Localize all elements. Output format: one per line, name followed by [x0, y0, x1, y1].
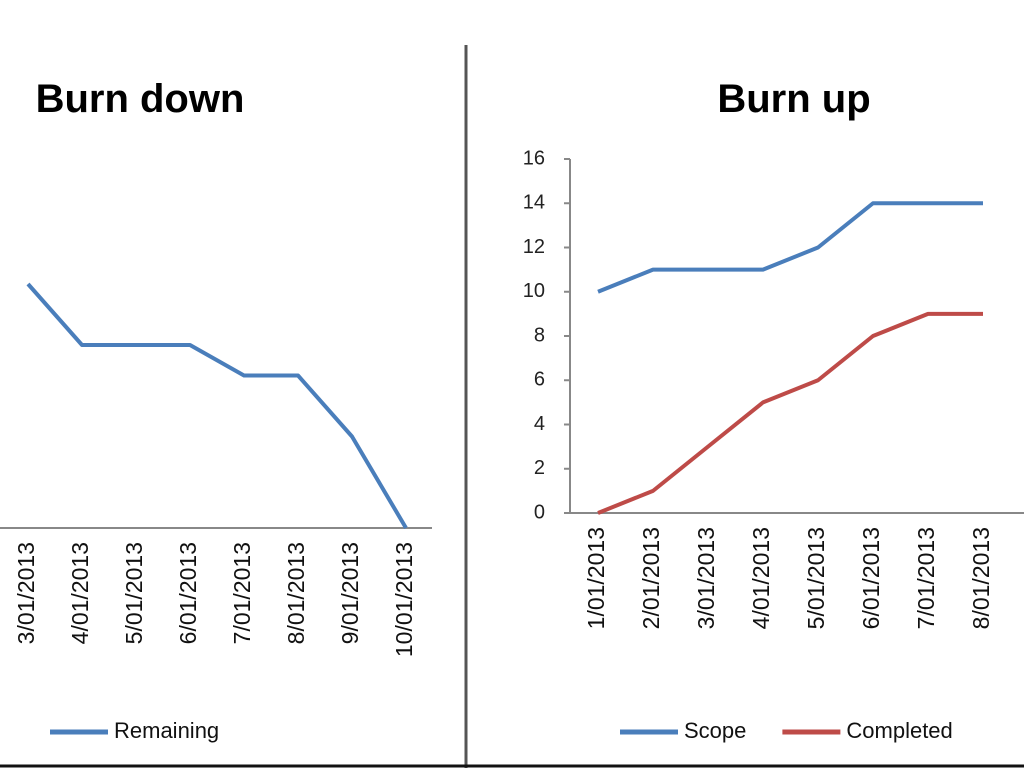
chart-title: Burn down: [36, 77, 245, 121]
x-tick-label: 8/01/2013: [283, 542, 309, 644]
x-tick-label: 2/01/2013: [638, 527, 664, 629]
legend-label: Scope: [684, 718, 746, 743]
series-line: [26, 282, 408, 530]
y-tick-label: 10: [523, 280, 545, 302]
y-tick-label: 8: [534, 324, 545, 346]
y-tick-label: 2: [534, 457, 545, 479]
x-tick-label: 7/01/2013: [913, 527, 939, 629]
y-tick-label: 6: [534, 369, 545, 391]
x-tick-label: 3/01/2013: [693, 527, 719, 629]
y-tick-label: 12: [523, 236, 545, 258]
y-tick-label: 16: [523, 147, 545, 169]
x-tick-label: 6/01/2013: [858, 527, 884, 629]
x-tick-label: 5/01/2013: [121, 542, 147, 644]
x-tick-label: 4/01/2013: [67, 542, 93, 644]
series-line: [597, 201, 983, 294]
x-tick-label: 7/01/2013: [229, 542, 255, 644]
x-tick-label: 3/01/2013: [13, 542, 39, 644]
x-tick-label: 4/01/2013: [748, 527, 774, 629]
legend-label: Remaining: [114, 718, 219, 743]
legend-label: Completed: [846, 718, 952, 743]
x-tick-label: 6/01/2013: [175, 542, 201, 644]
y-tick-label: 4: [534, 413, 545, 435]
chart-title: Burn up: [717, 77, 870, 121]
x-tick-label: 9/01/2013: [337, 542, 363, 644]
x-tick-label: 10/01/2013: [391, 542, 417, 657]
y-tick-label: 14: [523, 192, 545, 214]
x-tick-label: 5/01/2013: [803, 527, 829, 629]
y-tick-label: 0: [534, 501, 545, 523]
series-line: [597, 311, 983, 515]
x-tick-label: 8/01/2013: [968, 527, 994, 629]
x-tick-label: 1/01/2013: [583, 527, 609, 629]
